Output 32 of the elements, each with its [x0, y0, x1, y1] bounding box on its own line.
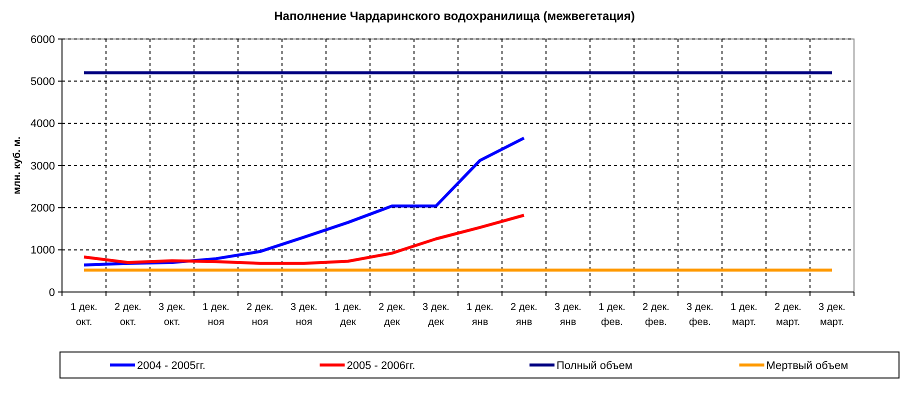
x-tick-label: 1 дек. янв [466, 302, 494, 328]
x-tick-label: 3 дек. фев. [686, 302, 714, 328]
y-tick-label: 6000 [30, 34, 55, 46]
x-tick-label: 2 дек. фев. [642, 302, 670, 328]
x-tick-label: 2 дек. март. [774, 302, 802, 328]
x-tick-label: 3 дек. окт. [158, 302, 186, 328]
x-tick-label: 2 дек. янв [510, 302, 538, 328]
y-tick-label: 5000 [30, 76, 55, 88]
line-series [82, 214, 526, 265]
legend-label: Полный объем [556, 360, 632, 372]
legend-label: Мертвый объем [766, 360, 848, 372]
x-tick-label: 1 дек. дек [334, 302, 362, 328]
x-tick-label: 3 дек. март. [818, 302, 846, 328]
legend-label: 2005 - 2006гг. [346, 360, 416, 372]
x-tick-label: 1 дек. март. [730, 302, 758, 328]
x-tick-label: 1 дек. ноя [202, 302, 230, 328]
x-tick-label: 3 дек. дек [422, 302, 450, 328]
y-tick-label: 0 [48, 286, 55, 299]
x-tick-label: 3 дек. ноя [290, 302, 318, 328]
chart-title: Наполнение Чардаринского водохранилища (межвегетация) [274, 9, 635, 23]
y-tick-label: 2000 [30, 202, 55, 215]
x-tick-label: 1 дек. окт. [70, 302, 98, 328]
legend-label: 2004 - 2005гг. [137, 360, 206, 372]
y-tick-label: 4000 [30, 118, 55, 130]
x-tick-label: 1 дек. фев. [598, 302, 626, 328]
x-tick-label: 3 дек. янв [554, 302, 582, 328]
y-axis-title: млн. куб. м. [12, 136, 23, 194]
x-tick-label: 2 дек. ноя [246, 302, 274, 328]
y-tick-label: 3000 [30, 160, 55, 172]
x-tick-label: 2 дек. дек [378, 302, 406, 328]
x-tick-label: 2 дек. окт. [114, 302, 142, 328]
y-tick-label: 1000 [30, 244, 55, 257]
